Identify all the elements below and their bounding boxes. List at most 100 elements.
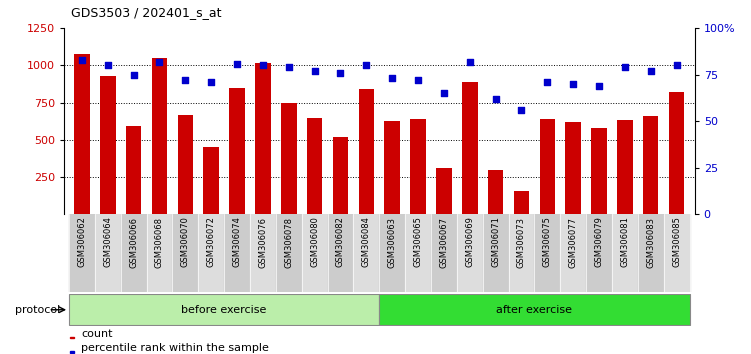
Text: count: count xyxy=(81,329,113,339)
Point xyxy=(671,63,683,68)
Bar xyxy=(410,119,426,214)
Point xyxy=(153,59,165,64)
Bar xyxy=(514,191,529,214)
Text: GSM306074: GSM306074 xyxy=(233,217,242,267)
Bar xyxy=(617,120,632,214)
Text: GSM306069: GSM306069 xyxy=(465,217,474,267)
Bar xyxy=(95,214,121,292)
Bar xyxy=(462,82,478,214)
Text: GSM306075: GSM306075 xyxy=(543,217,552,267)
Point xyxy=(386,76,398,81)
Bar xyxy=(385,120,400,214)
Point xyxy=(463,59,475,64)
Bar xyxy=(535,214,560,292)
Bar xyxy=(354,214,379,292)
Point xyxy=(412,78,424,83)
Bar xyxy=(457,214,483,292)
Point xyxy=(309,68,321,74)
Text: GSM306063: GSM306063 xyxy=(388,217,397,268)
Text: GSM306077: GSM306077 xyxy=(569,217,578,268)
Bar xyxy=(638,214,664,292)
Point xyxy=(128,72,140,78)
Text: GSM306081: GSM306081 xyxy=(620,217,629,267)
Bar xyxy=(204,147,219,214)
Point xyxy=(334,70,346,76)
Text: percentile rank within the sample: percentile rank within the sample xyxy=(81,343,269,353)
Text: GSM306066: GSM306066 xyxy=(129,217,138,268)
Text: after exercise: after exercise xyxy=(496,305,572,315)
Point xyxy=(360,63,372,68)
Bar xyxy=(358,89,374,214)
Bar xyxy=(307,118,322,214)
Text: GSM306084: GSM306084 xyxy=(362,217,371,267)
Bar xyxy=(566,122,581,214)
Text: GSM306078: GSM306078 xyxy=(285,217,294,268)
Bar xyxy=(146,214,173,292)
Bar xyxy=(591,128,607,214)
Point xyxy=(257,63,269,68)
Bar xyxy=(152,58,167,214)
Bar xyxy=(74,53,89,214)
Point xyxy=(644,68,656,74)
Bar xyxy=(379,214,405,292)
Point xyxy=(593,83,605,89)
Text: GSM306067: GSM306067 xyxy=(439,217,448,268)
Text: before exercise: before exercise xyxy=(182,305,267,315)
Text: GSM306070: GSM306070 xyxy=(181,217,190,267)
Bar xyxy=(405,214,431,292)
Text: GSM306083: GSM306083 xyxy=(646,217,655,268)
Bar xyxy=(669,92,684,214)
Bar xyxy=(70,351,74,353)
Bar xyxy=(431,214,457,292)
Text: GSM306065: GSM306065 xyxy=(414,217,423,267)
Text: GSM306076: GSM306076 xyxy=(258,217,267,268)
Text: GSM306072: GSM306072 xyxy=(207,217,216,267)
Bar xyxy=(664,214,689,292)
Text: GSM306085: GSM306085 xyxy=(672,217,681,267)
Text: GSM306080: GSM306080 xyxy=(310,217,319,267)
Bar xyxy=(70,337,74,338)
Point xyxy=(619,64,631,70)
Text: protocol: protocol xyxy=(15,305,60,315)
Bar xyxy=(250,214,276,292)
Text: GSM306079: GSM306079 xyxy=(595,217,604,267)
Text: GSM306071: GSM306071 xyxy=(491,217,500,267)
Point xyxy=(205,79,217,85)
Point xyxy=(76,57,88,63)
Point xyxy=(283,64,295,70)
Bar xyxy=(508,214,535,292)
Bar xyxy=(643,116,659,214)
FancyBboxPatch shape xyxy=(379,295,689,325)
Bar xyxy=(126,126,141,214)
Bar xyxy=(333,137,348,214)
Bar xyxy=(229,88,245,214)
Point xyxy=(567,81,579,87)
Bar xyxy=(281,103,297,214)
Point xyxy=(231,61,243,67)
Bar xyxy=(488,170,503,214)
Text: GSM306062: GSM306062 xyxy=(77,217,86,267)
Bar xyxy=(69,214,95,292)
Bar xyxy=(255,63,270,214)
Bar xyxy=(276,214,302,292)
Text: GSM306082: GSM306082 xyxy=(336,217,345,267)
Bar xyxy=(612,214,638,292)
Text: GDS3503 / 202401_s_at: GDS3503 / 202401_s_at xyxy=(71,6,222,19)
Bar xyxy=(586,214,612,292)
Text: GSM306073: GSM306073 xyxy=(517,217,526,268)
Bar xyxy=(100,76,116,214)
Bar xyxy=(198,214,224,292)
FancyBboxPatch shape xyxy=(69,295,379,325)
Text: GSM306064: GSM306064 xyxy=(104,217,113,267)
Bar xyxy=(560,214,586,292)
Point xyxy=(541,79,553,85)
Point xyxy=(515,107,527,113)
Bar xyxy=(177,115,193,214)
Point xyxy=(490,96,502,102)
Bar xyxy=(539,119,555,214)
Text: GSM306068: GSM306068 xyxy=(155,217,164,268)
Point xyxy=(179,78,192,83)
Bar xyxy=(121,214,146,292)
Point xyxy=(102,63,114,68)
Bar xyxy=(327,214,354,292)
